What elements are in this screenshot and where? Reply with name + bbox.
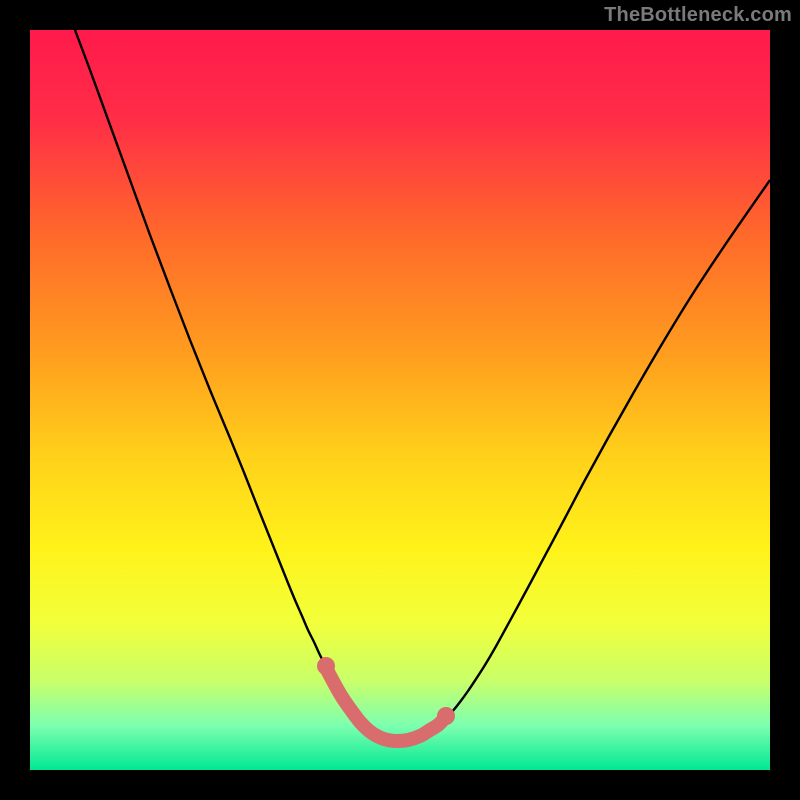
gradient-background [30,30,770,770]
watermark-text: TheBottleneck.com [604,4,792,27]
chart-frame: TheBottleneck.com [0,0,800,800]
bottleneck-curve-chart [0,0,800,800]
